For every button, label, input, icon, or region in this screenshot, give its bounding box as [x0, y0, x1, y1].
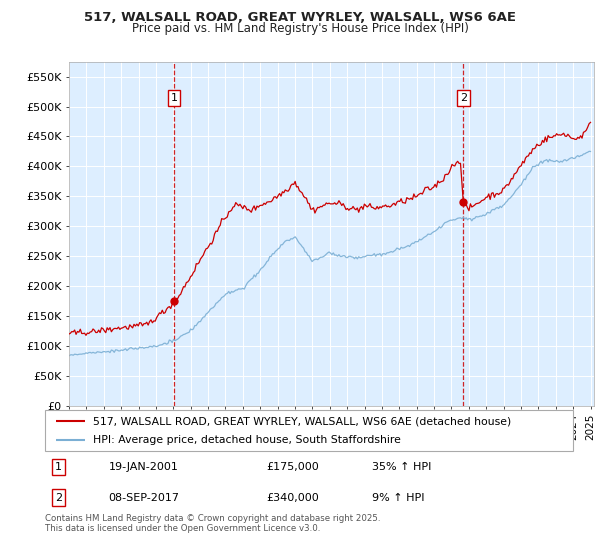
Text: 2: 2 [55, 493, 62, 502]
Text: 08-SEP-2017: 08-SEP-2017 [109, 493, 179, 502]
Text: 9% ↑ HPI: 9% ↑ HPI [373, 493, 425, 502]
Text: Contains HM Land Registry data © Crown copyright and database right 2025.
This d: Contains HM Land Registry data © Crown c… [45, 514, 380, 534]
Text: 517, WALSALL ROAD, GREAT WYRLEY, WALSALL, WS6 6AE: 517, WALSALL ROAD, GREAT WYRLEY, WALSALL… [84, 11, 516, 24]
Text: 1: 1 [170, 93, 178, 103]
Text: 1: 1 [55, 462, 62, 472]
Text: 19-JAN-2001: 19-JAN-2001 [109, 462, 178, 472]
Text: £175,000: £175,000 [267, 462, 320, 472]
Text: 517, WALSALL ROAD, GREAT WYRLEY, WALSALL, WS6 6AE (detached house): 517, WALSALL ROAD, GREAT WYRLEY, WALSALL… [92, 417, 511, 426]
Text: HPI: Average price, detached house, South Staffordshire: HPI: Average price, detached house, Sout… [92, 435, 400, 445]
Text: 35% ↑ HPI: 35% ↑ HPI [373, 462, 432, 472]
Text: £340,000: £340,000 [267, 493, 320, 502]
Text: 2: 2 [460, 93, 467, 103]
Text: Price paid vs. HM Land Registry's House Price Index (HPI): Price paid vs. HM Land Registry's House … [131, 22, 469, 35]
